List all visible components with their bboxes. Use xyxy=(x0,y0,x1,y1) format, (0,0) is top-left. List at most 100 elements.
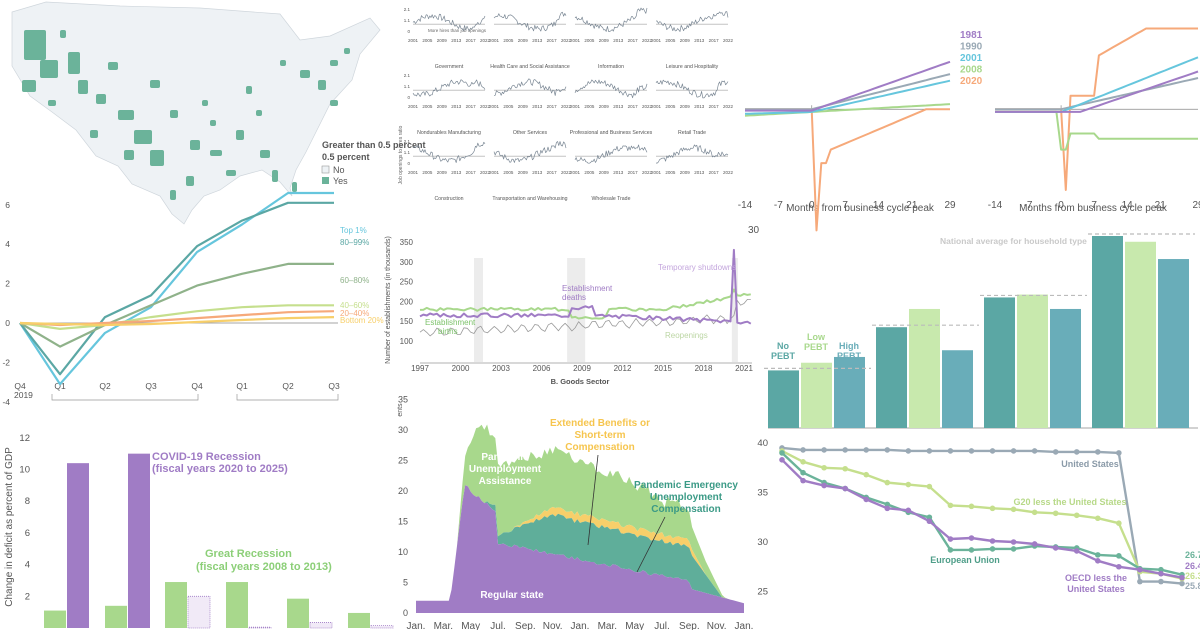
g20-label-oecd: OECD less the xyxy=(1065,573,1127,583)
regular-state-annotation: Regular state xyxy=(480,590,544,601)
pebt-legend-label: High xyxy=(839,341,859,351)
cycle-legend-label: 1981 xyxy=(960,30,983,41)
sector-series-line xyxy=(655,144,729,164)
g20-point xyxy=(947,502,954,509)
business-cycle-chart-1: Months from business cycle peak -14 -7 0 7 1… xyxy=(738,30,983,232)
sector-x-tick: 2005 xyxy=(584,38,595,43)
sector-x-tick: 2017 xyxy=(466,38,477,43)
pebt-bar xyxy=(942,350,973,428)
map-legend-title-line2: 0.5 percent xyxy=(322,152,370,162)
sector-x-tick: 2013 xyxy=(451,104,462,109)
g20-point xyxy=(905,448,912,454)
estab-x-tick: 2012 xyxy=(614,364,632,373)
deficit-y-tick: 6 xyxy=(25,528,30,539)
eb-leader-line xyxy=(587,454,599,546)
g20-point xyxy=(1158,570,1164,577)
cycle-x-tick: -14 xyxy=(988,200,1003,211)
cycle-legend-label: 2001 xyxy=(960,53,983,64)
deficit-bar xyxy=(370,625,394,629)
unemp-x-tick: Jan. xyxy=(735,621,754,630)
g20-point xyxy=(926,483,933,490)
reopenings-annotation: Reopenings xyxy=(665,331,708,340)
deficit-y-tick: 2 xyxy=(25,591,30,602)
sector-y-tick: 0 xyxy=(407,161,410,166)
sector-y-tick: 0 xyxy=(407,29,410,34)
sector-x-tick: 2013 xyxy=(694,38,705,43)
g20-point xyxy=(1137,578,1143,585)
peuc-leader-line xyxy=(636,516,666,573)
g20-point xyxy=(1010,506,1017,513)
g20-point xyxy=(1116,563,1122,570)
g20-point xyxy=(1031,541,1038,547)
cycle-legend-label: 2020 xyxy=(960,76,983,87)
map-county-cluster xyxy=(330,100,338,106)
unemp-x-tick: Jan. xyxy=(571,621,590,630)
cycle-x-tick: 7 xyxy=(842,200,848,211)
pebt-bar xyxy=(1050,308,1081,428)
sector-y-tick: 0 xyxy=(407,95,410,100)
map-county-cluster xyxy=(280,60,286,66)
g20-point xyxy=(1052,449,1059,455)
g20-end-value: 25.8 xyxy=(1185,581,1200,591)
g20-point xyxy=(1073,548,1080,554)
g20-point xyxy=(947,547,954,553)
income-y-tick: 4 xyxy=(5,239,10,249)
g20-point xyxy=(821,447,827,453)
map-county-cluster xyxy=(210,120,216,126)
sector-panel-title: Wholesale Trade xyxy=(592,196,631,202)
estab-title: B. Goods Sector xyxy=(551,377,610,386)
pua-annotation: Unemployment xyxy=(469,464,542,475)
us-county-map: Greater than 0.5 percent No Yes 0.5 perc… xyxy=(11,1,426,225)
unemp-x-tick: Mar. xyxy=(598,621,617,630)
pua-annotation: Pandemic xyxy=(481,452,529,463)
g20-point xyxy=(926,514,933,521)
cycle-series-line xyxy=(995,77,1199,111)
sector-x-tick: 2013 xyxy=(613,170,624,175)
g20-point xyxy=(1073,449,1080,455)
income-x-tick: Q4 xyxy=(191,381,203,391)
g20-point xyxy=(1031,509,1038,516)
estab-x-tick: 2006 xyxy=(533,364,551,373)
births-annotation: Establishment xyxy=(425,318,476,327)
g20-point xyxy=(1116,450,1122,456)
g20-point xyxy=(884,479,891,486)
g20-point xyxy=(863,496,870,503)
sector-x-tick: 2013 xyxy=(613,104,624,109)
map-county-cluster xyxy=(344,48,350,54)
income-y-tick: -2 xyxy=(2,357,10,367)
map-county-cluster xyxy=(330,60,338,66)
unemp-x-tick: Jan. xyxy=(407,621,426,630)
sector-x-tick: 2022 xyxy=(642,104,653,109)
g20-point xyxy=(989,538,996,544)
sector-x-tick: 2022 xyxy=(561,170,572,175)
pebt-bar xyxy=(1125,241,1156,428)
sector-x-tick: 2009 xyxy=(437,38,448,43)
income-series-line xyxy=(19,201,334,376)
g20-point xyxy=(779,457,785,463)
map-county-cluster xyxy=(186,176,194,186)
deficit-bar xyxy=(348,612,370,628)
map-county-cluster xyxy=(318,80,326,90)
g20-point xyxy=(968,535,975,541)
g20-point xyxy=(821,464,827,471)
estab-y-tick: 100 xyxy=(400,337,414,346)
cycle-series-line xyxy=(995,70,1199,113)
sector-x-tick: 2009 xyxy=(518,170,529,175)
sector-x-tick: 2017 xyxy=(547,38,558,43)
unemp-x-tick: Nov. xyxy=(707,621,727,630)
map-county-cluster xyxy=(22,80,36,92)
g20-point xyxy=(968,547,975,553)
sector-y-tick: 1.1 xyxy=(404,84,411,89)
sector-x-tick: 2013 xyxy=(451,170,462,175)
cycle-x-tick: 29 xyxy=(1192,200,1200,211)
eb-annotation: Extended Benefits or xyxy=(550,418,650,429)
pebt-legend-label: PEBT xyxy=(771,351,796,361)
deficit-bar xyxy=(128,453,150,628)
map-county-cluster xyxy=(202,100,208,106)
sector-series-line xyxy=(412,13,486,32)
map-county-cluster xyxy=(78,80,88,94)
sector-x-tick: 2017 xyxy=(628,38,639,43)
sector-x-tick: 2009 xyxy=(437,104,448,109)
sector-x-tick: 2001 xyxy=(489,170,500,175)
g20-point xyxy=(1010,539,1017,545)
